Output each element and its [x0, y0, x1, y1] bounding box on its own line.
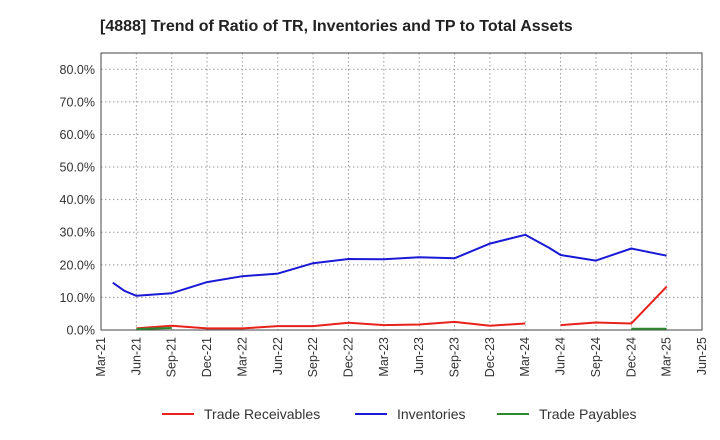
series-line-1 — [112, 233, 667, 297]
x-tick-label: Jun-22 — [271, 337, 285, 375]
x-tick-label: Sep-23 — [448, 337, 462, 377]
legend-label: Inventories — [397, 406, 465, 422]
grid — [100, 53, 703, 331]
x-tick-label: Dec-24 — [624, 337, 638, 377]
y-tick-label: 60.0% — [60, 128, 95, 142]
y-tick-label: 50.0% — [60, 161, 95, 175]
legend-label: Trade Payables — [539, 406, 637, 422]
chart-title: [4888] Trend of Ratio of TR, Inventories… — [100, 18, 573, 35]
x-tick-label: Jun-23 — [412, 337, 426, 375]
series-line-0 — [560, 286, 668, 327]
x-tick-label: Jun-21 — [129, 337, 143, 375]
y-tick-label: 0.0% — [67, 324, 96, 338]
legend: Trade Receivables Inventories Trade Payabl… — [162, 406, 637, 422]
series-lines — [112, 233, 668, 330]
x-tick-label: Mar-23 — [377, 337, 391, 377]
x-tick-label: Mar-25 — [660, 337, 674, 377]
plot-area — [100, 52, 703, 331]
x-tick-label: Sep-21 — [165, 337, 179, 377]
y-tick-label: 80.0% — [60, 63, 95, 77]
y-tick-label: 20.0% — [60, 258, 95, 272]
x-tick-label: Mar-21 — [94, 337, 108, 377]
series-line-0 — [136, 320, 526, 330]
x-tick-label: Mar-24 — [518, 337, 532, 377]
x-axis: Mar-21 Jun-21 Sep-21 Dec-21 Mar-22 Jun-22 Sep-… — [94, 337, 709, 377]
x-tick-label: Sep-24 — [589, 337, 603, 377]
y-tick-label: 30.0% — [60, 226, 95, 240]
y-tick-label: 40.0% — [60, 193, 95, 207]
y-tick-label: 10.0% — [60, 291, 95, 305]
x-tick-label: Jun-25 — [695, 337, 709, 375]
x-tick-label: Dec-22 — [341, 337, 355, 377]
y-tick-label: 70.0% — [60, 95, 95, 109]
series-line-2 — [136, 327, 172, 330]
x-tick-label: Dec-23 — [483, 337, 497, 377]
x-tick-label: Mar-22 — [235, 337, 249, 377]
x-tick-label: Dec-21 — [200, 337, 214, 377]
x-tick-label: Sep-22 — [306, 337, 320, 377]
y-axis: 0.0% 10.0% 20.0% 30.0% 40.0% 50.0% 60.0% 70.0% 8… — [60, 63, 95, 338]
x-tick-label: Jun-24 — [554, 337, 568, 375]
legend-label: Trade Receivables — [204, 406, 320, 422]
